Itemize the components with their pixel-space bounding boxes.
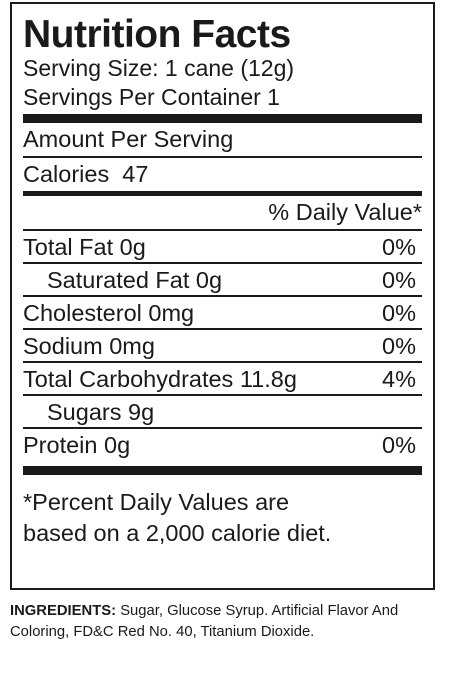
nutrient-row-total-carbohydrates: Total Carbohydrates 11.8g 4%	[23, 363, 422, 394]
amount-per-serving: Amount Per Serving	[23, 123, 422, 156]
nutrient-text: Sugars 9g	[23, 396, 154, 427]
ingredients-statement: INGREDIENTS: Sugar, Glucose Syrup. Artif…	[10, 601, 450, 643]
nutrient-name: Cholesterol	[23, 300, 142, 326]
nutrient-amount: 11.8g	[239, 366, 297, 392]
nutrient-text: Total Carbohydrates 11.8g	[23, 363, 297, 394]
nutrient-amount: 0mg	[148, 300, 195, 326]
daily-value-header: % Daily Value*	[268, 199, 422, 225]
nutrient-amount: 0g	[104, 432, 131, 458]
thick-divider	[23, 114, 422, 123]
thin-divider	[23, 156, 422, 158]
ingredients-label: INGREDIENTS:	[10, 603, 117, 619]
nutrient-row-cholesterol: Cholesterol 0mg 0%	[23, 297, 422, 328]
nutrient-dv: 0%	[382, 432, 416, 458]
amount-per-serving-label: Amount Per Serving	[23, 126, 234, 152]
footnote-line: based on a 2,000 calorie diet.	[23, 520, 332, 546]
nutrient-amount: 0mg	[109, 333, 155, 359]
nutrient-amount: 0g	[195, 267, 223, 293]
nutrient-dv: 0%	[382, 300, 416, 326]
daily-value-row: % Daily Value*	[23, 196, 422, 229]
nutrient-row-total-fat: Total Fat 0g 0%	[23, 231, 422, 262]
thin-divider	[23, 262, 422, 264]
panel-title: Nutrition Facts	[23, 13, 291, 56]
calories-text: Calories 47	[23, 158, 148, 191]
nutrient-name: Sugars	[47, 399, 122, 425]
nutrient-dv: 0%	[382, 267, 416, 293]
nutrient-row-saturated-fat: Saturated Fat 0g 0%	[23, 264, 422, 295]
servings-per-container: Servings Per Container 1	[23, 84, 280, 110]
calories-value: 47	[122, 161, 149, 187]
medium-divider	[23, 191, 422, 196]
nutrient-text: Protein 0g	[23, 429, 130, 460]
thin-divider	[23, 427, 422, 429]
thin-divider	[23, 295, 422, 297]
thin-divider	[23, 361, 422, 363]
nutrient-row-protein: Protein 0g 0%	[23, 429, 422, 460]
nutrient-name: Protein	[23, 432, 98, 458]
thin-divider	[23, 328, 422, 330]
serving-size: Serving Size: 1 cane (12g)	[23, 55, 295, 81]
nutrient-amount: 0g	[119, 234, 146, 260]
footnote-line: *Percent Daily Values are	[23, 489, 290, 515]
calories-label: Calories	[23, 161, 110, 187]
nutrient-text: Total Fat 0g	[23, 231, 146, 262]
nutrient-text: Sodium 0mg	[23, 330, 155, 361]
ingredients-text: Sugar, Glucose Syrup. Artificial Flavor …	[10, 603, 399, 640]
nutrient-dv: 0%	[382, 333, 416, 359]
thin-divider	[23, 394, 422, 396]
footnote: *Percent Daily Values are based on a 2,0…	[23, 487, 422, 549]
nutrient-text: Cholesterol 0mg	[23, 297, 194, 328]
nutrient-dv: 4%	[382, 366, 416, 392]
thick-divider	[23, 466, 422, 475]
nutrient-name: Saturated Fat	[47, 267, 190, 293]
nutrient-row-sugars: Sugars 9g	[23, 396, 422, 427]
nutrient-row-sodium: Sodium 0mg 0%	[23, 330, 422, 361]
thin-divider	[23, 229, 422, 231]
nutrient-name: Total Fat	[23, 234, 114, 260]
nutrient-name: Sodium	[23, 333, 103, 359]
nutrient-dv: 0%	[382, 234, 416, 260]
nutrition-facts-panel: Nutrition Facts Serving Size: 1 cane (12…	[10, 2, 435, 590]
nutrient-dv	[416, 396, 422, 427]
nutrient-name: Total Carbohydrates	[23, 366, 234, 392]
nutrient-amount: 9g	[128, 399, 155, 425]
nutrient-text: Saturated Fat 0g	[23, 264, 222, 295]
calories-row: Calories 47	[23, 158, 422, 191]
